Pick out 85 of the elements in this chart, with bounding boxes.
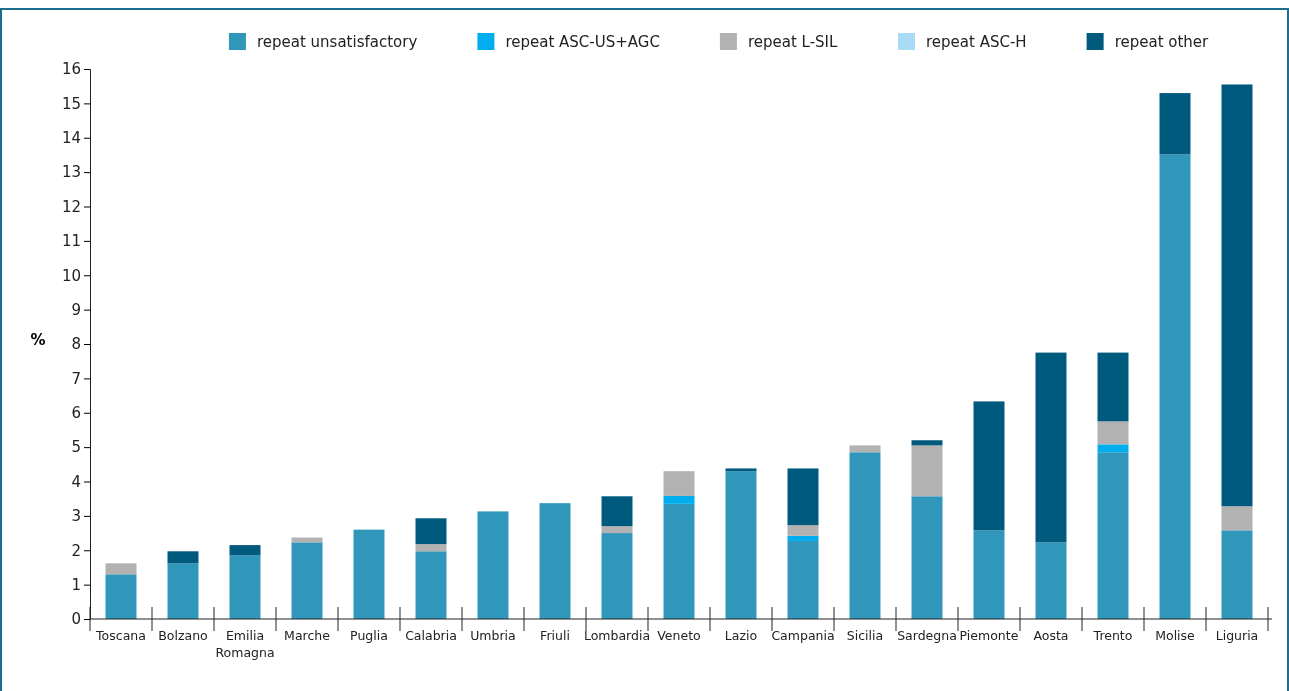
bar [229,555,261,619]
bar [539,503,571,619]
bar [1035,352,1067,543]
bar [1221,506,1253,531]
bar [725,471,757,619]
x-tick-label: Piemonte [959,628,1019,643]
y-tick-label: 16 [61,60,81,79]
y-tick-label: 6 [71,404,81,423]
bar [415,551,447,619]
bar [1097,452,1129,619]
y-axis-title: % [30,331,46,349]
legend-label: repeat other [1114,33,1210,51]
bar [1159,154,1191,619]
bar [663,503,695,619]
y-tick-label: 7 [71,369,81,388]
bar [1097,444,1129,453]
bar [167,563,199,619]
y-tick-label: 13 [61,163,81,182]
bar [167,551,199,564]
y-tick-label: 11 [61,232,81,251]
y-tick-label: 4 [71,472,81,491]
bar [663,471,695,496]
x-tick-label: Marche [284,628,331,643]
bar [787,535,819,541]
legend-label: repeat L-SIL [747,33,839,51]
y-tick-label: 10 [61,266,81,285]
bar [1159,93,1191,155]
legend-label: repeat unsatisfactory [256,33,418,51]
bar [911,440,943,446]
x-tick-label: Campania [771,628,835,643]
bar [105,574,137,619]
bar [911,445,943,497]
y-tick-label: 15 [61,94,81,113]
y-tick-label: 14 [61,129,81,148]
y-tick-label: 0 [71,610,81,629]
y-tick-label: 5 [71,438,81,457]
bar [601,533,633,619]
bar [787,540,819,619]
x-tick-label: Lazio [724,628,758,643]
x-tick-label: Lombardia [583,628,651,643]
x-tick-label: Friuli [540,628,570,643]
bar [105,563,137,575]
bar [973,530,1005,619]
y-tick-label: 1 [71,575,81,594]
x-tick-label: Puglia [350,628,388,643]
bar [1097,352,1129,422]
legend-label: repeat ASC-US+AGC [505,33,660,51]
y-tick-label: 12 [61,197,81,216]
y-tick-label: 8 [71,335,81,354]
x-tick-label: Toscana [95,628,146,643]
bar [601,526,633,534]
y-tick-label: 2 [71,541,81,560]
x-tick-label: Emilia Romagna [215,628,275,660]
x-tick-label: Aosta [1033,628,1069,643]
bar [849,445,881,453]
x-tick-label: Sicilia [846,628,884,643]
y-tick-label: 9 [71,300,81,319]
bar [1097,421,1129,445]
x-tick-label: Liguria [1215,628,1259,643]
bar [911,496,943,619]
bar [1221,530,1253,619]
bar [973,401,1005,531]
legend-label: repeat ASC-H [926,33,1027,51]
x-tick-label: Veneto [657,628,701,643]
x-tick-label: Umbria [470,628,516,643]
bar [1035,542,1067,619]
bar [1221,84,1253,507]
bar [663,495,695,504]
bar [353,529,385,619]
bar [787,525,819,536]
bar [229,545,261,556]
bar [415,544,447,552]
y-tick-label: 3 [71,507,81,526]
bar [291,542,323,619]
x-tick-label: Molise [1155,628,1196,643]
x-tick-label: Calabria [405,628,457,643]
bar [415,518,447,545]
x-tick-label: Bolzano [158,628,208,643]
bar [787,468,819,526]
bar [601,496,633,527]
bar [725,468,757,472]
x-tick-label: Sardegna [897,628,957,643]
x-tick-label: Trento [1092,628,1133,643]
bar [849,452,881,619]
bar [477,511,509,619]
